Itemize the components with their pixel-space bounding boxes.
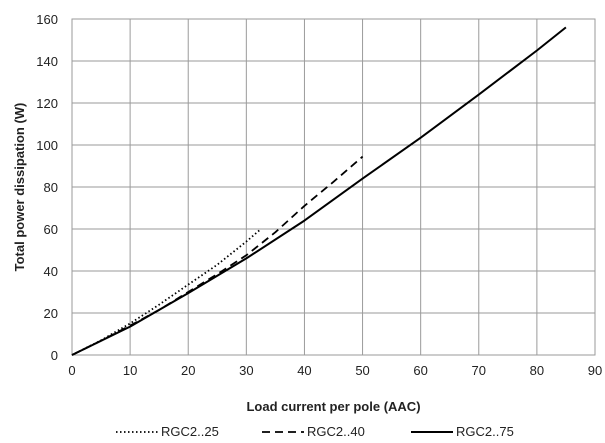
y-tick-label-2: 40 bbox=[44, 264, 58, 279]
series-line-rgc2-40 bbox=[71, 155, 364, 356]
y-tick-label-4: 80 bbox=[44, 180, 58, 195]
x-tick-label-4: 40 bbox=[297, 363, 311, 378]
legend-label-0: RGC2..25 bbox=[161, 424, 219, 439]
x-axis-title: Load current per pole (AAC) bbox=[246, 399, 420, 414]
y-tick-label-1: 20 bbox=[44, 306, 58, 321]
series-line-rgc2-75 bbox=[71, 26, 567, 356]
plot-area bbox=[71, 18, 596, 356]
y-tick-label-3: 60 bbox=[44, 222, 58, 237]
series-line-rgc2-25 bbox=[71, 228, 262, 356]
x-tick-label-1: 10 bbox=[123, 363, 137, 378]
y-tick-label-5: 100 bbox=[36, 138, 58, 153]
x-tick-label-6: 60 bbox=[413, 363, 427, 378]
y-axis-title: Total power dissipation (W) bbox=[12, 103, 27, 272]
legend-label-1: RGC2..40 bbox=[307, 424, 365, 439]
y-tick-label-8: 160 bbox=[36, 12, 58, 27]
legend-label-2: RGC2..75 bbox=[456, 424, 514, 439]
y-tick-label-7: 140 bbox=[36, 54, 58, 69]
y-tick-label-0: 0 bbox=[51, 348, 58, 363]
x-tick-label-3: 30 bbox=[239, 363, 253, 378]
grid bbox=[71, 18, 596, 356]
x-tick-label-5: 50 bbox=[355, 363, 369, 378]
x-tick-label-0: 0 bbox=[68, 363, 75, 378]
x-tick-label-7: 70 bbox=[472, 363, 486, 378]
x-tick-label-9: 90 bbox=[588, 363, 602, 378]
y-tick-label-6: 120 bbox=[36, 96, 58, 111]
x-tick-label-8: 80 bbox=[530, 363, 544, 378]
x-tick-label-2: 20 bbox=[181, 363, 195, 378]
